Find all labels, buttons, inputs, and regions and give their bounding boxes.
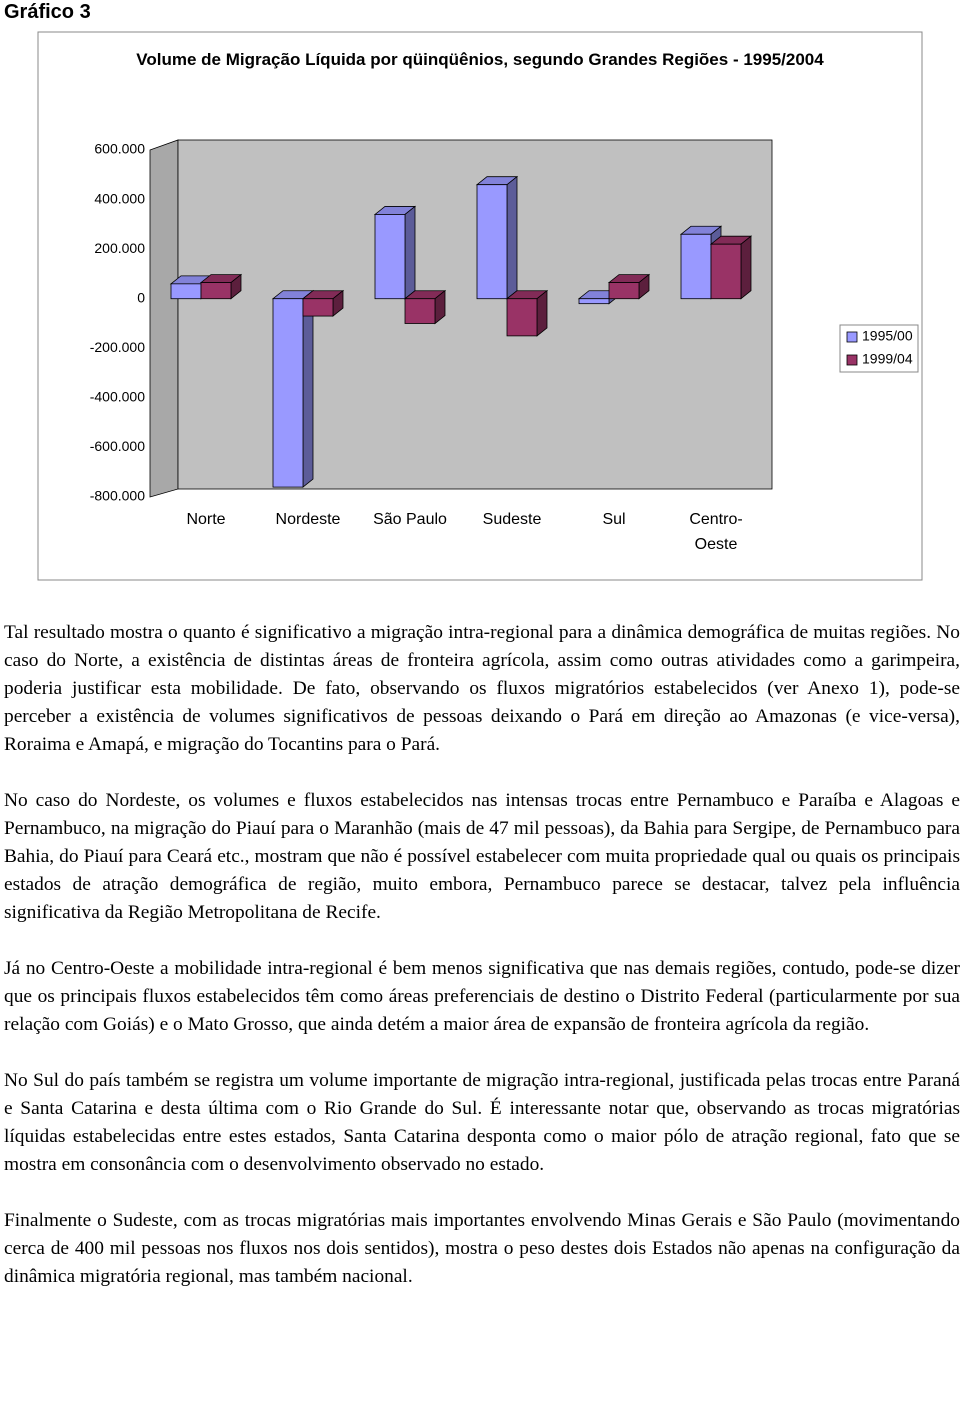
y-tick-label: -800.000 [90, 488, 145, 504]
body-text: Tal resultado mostra o quanto é signific… [4, 619, 960, 1319]
bar [200, 282, 232, 300]
bar [506, 298, 538, 337]
y-tick-label: 200.000 [94, 240, 145, 256]
bar [680, 233, 712, 300]
x-tick-label: Centro-Oeste [689, 511, 743, 553]
bar-side [302, 289, 314, 488]
chart-title: Volume de Migração Líquida por qüinqüêni… [136, 50, 824, 69]
bar [374, 214, 406, 300]
y-tick-label: 600.000 [94, 141, 145, 157]
bar [170, 283, 202, 300]
bar [302, 298, 334, 317]
x-tick-label: Sul [602, 511, 626, 528]
y-tick-label: -400.000 [90, 389, 145, 405]
y-tick-label: 400.000 [94, 190, 145, 206]
bar [710, 243, 742, 300]
heading: Gráfico 3 [4, 1, 91, 23]
y-tick-label: -200.000 [90, 339, 145, 355]
paragraph: Já no Centro-Oeste a mobilidade intra-re… [4, 958, 960, 1035]
bar [608, 282, 640, 300]
bar-side [404, 205, 416, 300]
bar [272, 298, 304, 488]
bar [476, 184, 508, 300]
back-wall [177, 139, 773, 490]
x-tick-label: São Paulo [373, 511, 447, 528]
legend-label: 1999/04 [862, 351, 913, 367]
bar-side [740, 235, 752, 300]
y-tick-label: 0 [137, 289, 145, 305]
y-tick-label: -600.000 [90, 438, 145, 454]
x-tick-label: Norte [186, 511, 226, 528]
side-wall [149, 139, 179, 498]
paragraph: No Sul do país também se registra um vol… [4, 1070, 960, 1175]
chart: -800.000 -600.000 -400.000 -200.000 0 200.000… [37, 31, 923, 581]
bar-side [506, 175, 518, 300]
bar [578, 298, 610, 305]
bar-side [536, 289, 548, 337]
legend-swatch [846, 354, 858, 366]
paragraph: Finalmente o Sudeste, com as trocas migr… [4, 1210, 960, 1287]
bar [404, 298, 436, 324]
paragraph: No caso do Nordeste, os volumes e fluxos… [4, 790, 960, 923]
legend-label: 1995/00 [862, 328, 913, 344]
paragraph: Tal resultado mostra o quanto é signific… [4, 622, 960, 755]
legend-swatch [846, 331, 858, 343]
x-tick-label: Sudeste [482, 511, 542, 528]
x-tick-label: Nordeste [275, 511, 341, 528]
